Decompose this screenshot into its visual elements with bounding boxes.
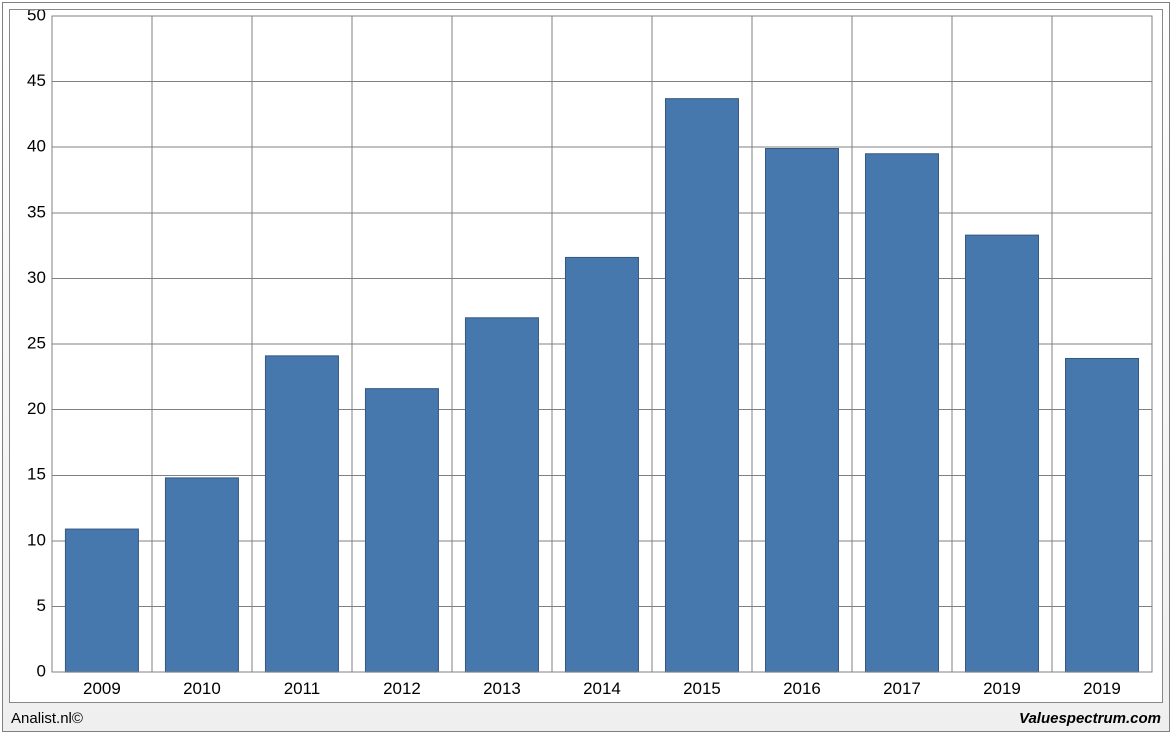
svg-text:35: 35: [27, 202, 46, 221]
svg-text:30: 30: [27, 268, 46, 287]
svg-text:15: 15: [27, 465, 46, 484]
bar: [665, 99, 738, 672]
svg-text:20: 20: [27, 399, 46, 418]
svg-text:50: 50: [27, 10, 46, 24]
x-axis-label: 2012: [383, 679, 421, 698]
plot-area: 0 5 10 15 20 25 30 35 40 45 50 2009 2010 2011 2012 2013…: [9, 9, 1163, 703]
bar: [65, 529, 138, 672]
bar: [1066, 358, 1139, 672]
bar: [265, 356, 338, 672]
x-axis-label: 2019: [983, 679, 1021, 698]
svg-text:5: 5: [36, 596, 45, 615]
svg-text:45: 45: [27, 71, 46, 90]
svg-text:10: 10: [27, 530, 46, 549]
bar: [465, 318, 538, 672]
bar: [966, 235, 1039, 672]
x-axis-label: 2010: [183, 679, 221, 698]
bar: [365, 389, 438, 672]
bar: [565, 257, 638, 672]
x-axis-label: 2014: [583, 679, 621, 698]
chart-container: 0 5 10 15 20 25 30 35 40 45 50 2009 2010 2011 2012 2013…: [2, 2, 1170, 732]
x-axis-label: 2015: [683, 679, 721, 698]
svg-text:25: 25: [27, 334, 46, 353]
bar: [765, 149, 838, 673]
x-axis-label: 2013: [483, 679, 521, 698]
x-axis-label: 2017: [883, 679, 921, 698]
svg-text:40: 40: [27, 137, 46, 156]
x-axis-label: 2019: [1083, 679, 1121, 698]
bar: [165, 478, 238, 672]
bar: [865, 154, 938, 672]
x-axis-label: 2016: [783, 679, 821, 698]
bar-chart-svg: 0 5 10 15 20 25 30 35 40 45 50 2009 2010 2011 2012 2013…: [10, 10, 1162, 702]
footer-credit-right: Valuespectrum.com: [1019, 710, 1161, 727]
x-axis-label: 2009: [83, 679, 121, 698]
footer-credit-left: Analist.nl©: [11, 710, 83, 727]
svg-text:0: 0: [36, 662, 45, 681]
x-axis-label: 2011: [284, 679, 320, 698]
